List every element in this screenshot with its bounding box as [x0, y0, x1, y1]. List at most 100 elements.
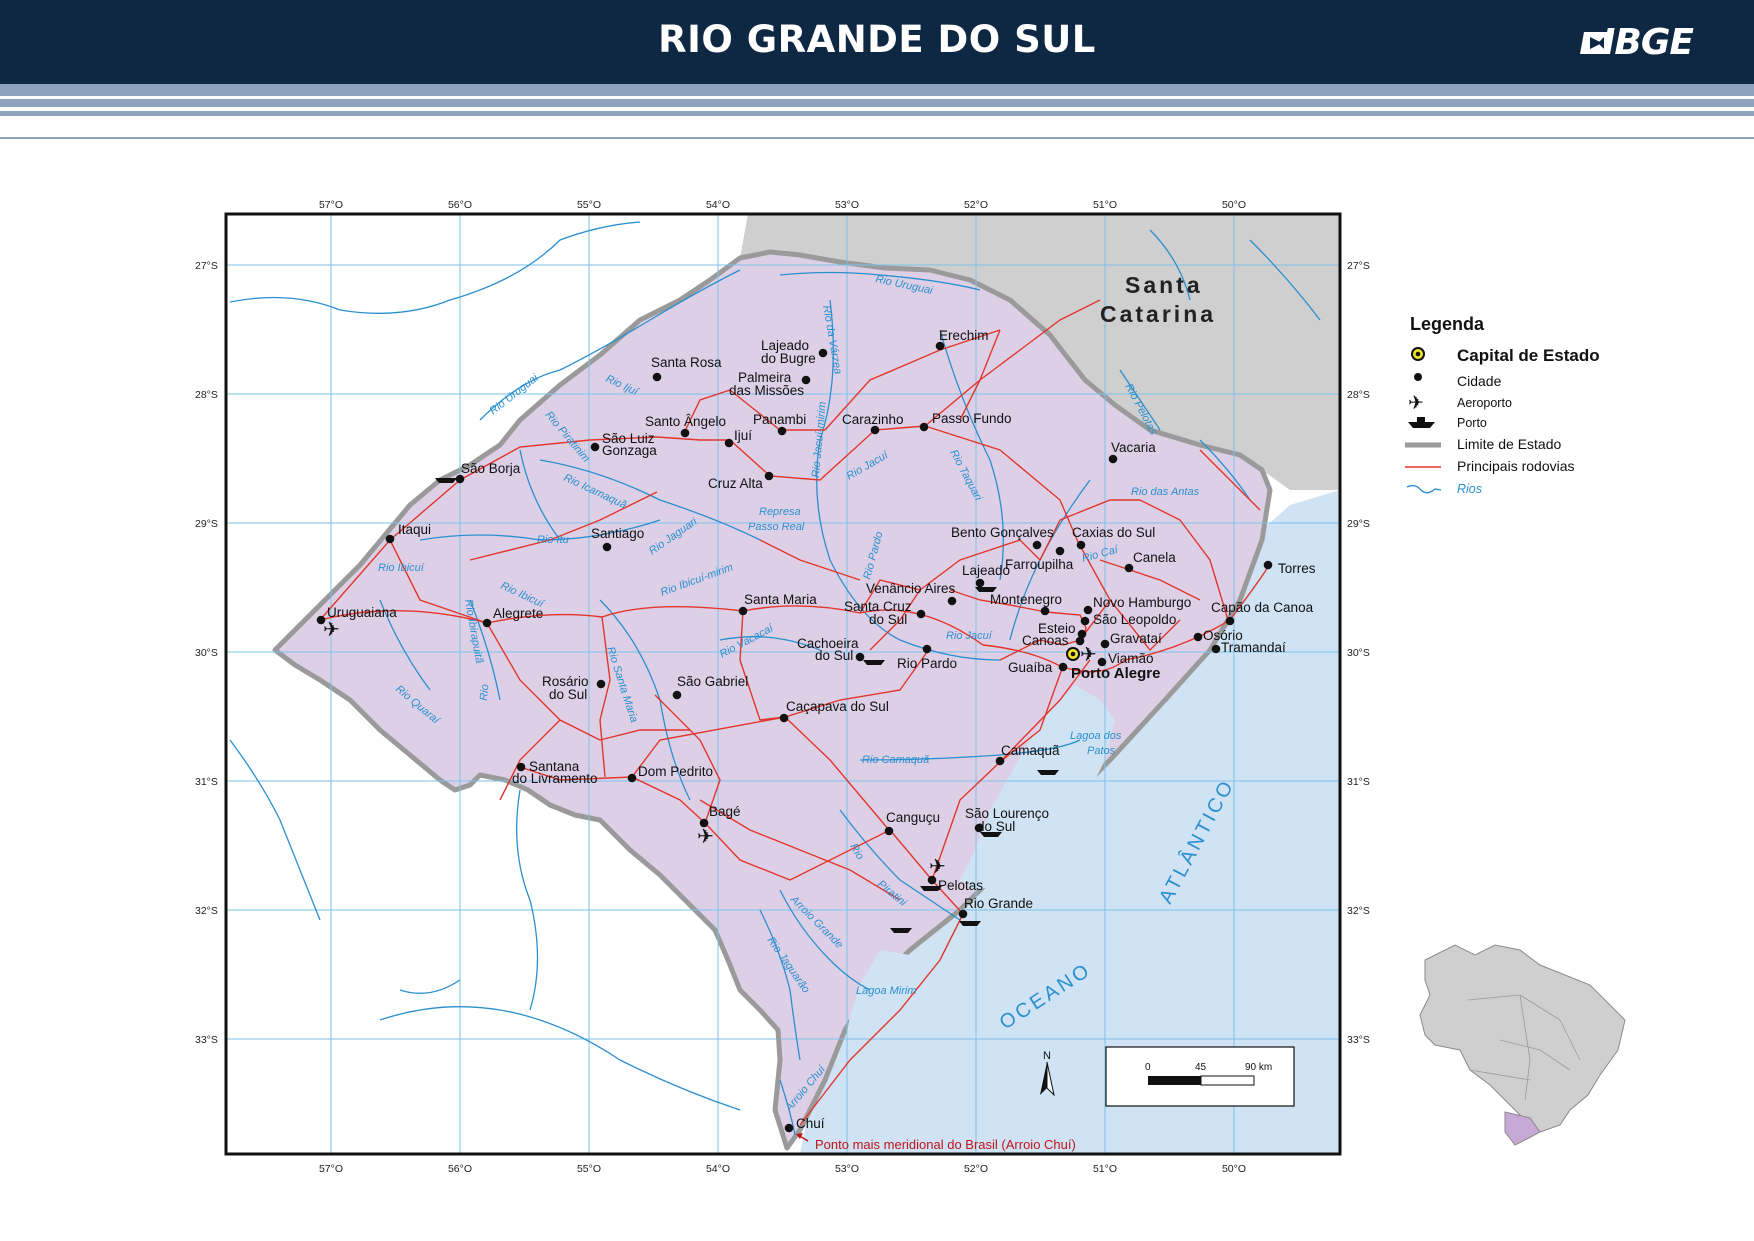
header-stripe — [0, 84, 1754, 96]
state-border-icon — [1405, 442, 1441, 448]
svg-text:Rio: Rio — [478, 684, 491, 701]
lon-label-bottom: 55°O — [577, 1163, 601, 1175]
legend-label: Aeroporto — [1457, 396, 1512, 410]
city-label: Erechim — [939, 328, 989, 343]
svg-text:Lagoa dos: Lagoa dos — [1070, 730, 1122, 742]
city-labels: Erechim Lajeado do Bugre Santa Rosa Palm… — [327, 328, 1316, 1131]
city-label: Gonzaga — [602, 443, 657, 458]
lat-label-left: 29°S — [195, 518, 218, 530]
svg-text:Rio Ibicuí: Rio Ibicuí — [378, 562, 425, 574]
city-label: Camaquã — [1001, 743, 1060, 758]
legend-label: Cidade — [1457, 373, 1502, 389]
lake-labels: Lagoa dos Patos Lagoa Mirim — [856, 730, 1122, 997]
ship-icon — [980, 832, 1002, 837]
lat-label-right: 31°S — [1347, 776, 1370, 788]
city-label: Bagé — [709, 804, 741, 819]
scale-tick: 0 — [1145, 1062, 1151, 1073]
legend-label: Limite de Estado — [1457, 436, 1562, 452]
lon-label-bottom: 51°O — [1093, 1163, 1117, 1175]
city-label: Novo Hamburgo — [1093, 595, 1191, 610]
ship-icon — [1408, 417, 1435, 428]
lat-label-left: 28°S — [195, 389, 218, 401]
lon-label-top: 56°O — [448, 199, 472, 211]
river-icon — [1406, 484, 1442, 494]
city-dot-icon — [1414, 373, 1422, 381]
lagoa-dos-patos — [960, 685, 1115, 890]
lon-label-top: 57°O — [319, 199, 343, 211]
lon-label-top: 50°O — [1222, 199, 1246, 211]
legend-item-city: Cidade — [1405, 371, 1705, 393]
svg-text:Rio das Antas: Rio das Antas — [1131, 486, 1200, 498]
svg-text:✈: ✈ — [1408, 393, 1424, 414]
city-label: do Sul — [869, 612, 907, 627]
legend-label: Rios — [1457, 482, 1483, 496]
longitude-labels: 57°O 56°O 55°O 54°O 53°O 52°O 51°O 50°O … — [319, 199, 1246, 1175]
city-label: Cachoeira — [797, 636, 859, 651]
ship-icon — [435, 478, 457, 483]
city-label: Chuí — [796, 1116, 825, 1131]
legend-item-port: Porto — [1405, 412, 1705, 434]
city-label: Canguçu — [886, 810, 940, 825]
legend-label: Capital de Estado — [1457, 346, 1600, 365]
page-title: RIO GRANDE DO SUL — [658, 18, 1096, 61]
state-area — [272, 249, 1273, 1151]
city-label: Panambi — [753, 412, 806, 427]
city-label: Canoas — [1022, 633, 1069, 648]
ship-icon — [959, 921, 981, 926]
lat-label-left: 33°S — [195, 1034, 218, 1046]
country-border — [772, 1029, 789, 1149]
lagoa-mirim — [845, 950, 925, 1050]
city-label: Passo Fundo — [932, 411, 1012, 426]
lat-label-right: 27°S — [1347, 260, 1370, 272]
city-label: Santa Cruz — [844, 599, 912, 614]
city-label: Montenegro — [990, 592, 1062, 607]
legend-item-capital: Capital de Estado — [1405, 346, 1705, 368]
city-label: Santa Rosa — [651, 355, 722, 370]
city-label: São Luiz — [602, 431, 655, 446]
north-arrow: N — [1040, 1050, 1055, 1097]
lon-label-top: 55°O — [577, 199, 601, 211]
legend-item-state-border: Limite de Estado — [1405, 434, 1705, 456]
lon-label-top: 54°O — [706, 199, 730, 211]
lat-label-right: 33°S — [1347, 1034, 1370, 1046]
city-label: Bento Gonçalves — [951, 525, 1054, 540]
city-label: Rosário — [542, 674, 589, 689]
svg-text:Patos: Patos — [1087, 745, 1116, 757]
ship-icon — [920, 886, 942, 891]
city-label: Pelotas — [938, 878, 983, 893]
city-label: Santana — [529, 759, 580, 774]
city-label: Uruguaiana — [327, 605, 397, 620]
lon-label-bottom: 53°O — [835, 1163, 859, 1175]
svg-text:Rio Jacuí: Rio Jacuí — [946, 630, 993, 642]
city-label: do Bugre — [761, 351, 816, 366]
airplane-icon: ✈ — [697, 826, 714, 848]
brazil-inset-map — [1419, 944, 1626, 1146]
legend-item-road: Principais rodovias — [1405, 456, 1705, 478]
lon-label-bottom: 50°O — [1222, 1163, 1246, 1175]
svg-text:Lagoa Mirim: Lagoa Mirim — [856, 985, 917, 997]
lon-label-bottom: 57°O — [319, 1163, 343, 1175]
legend-label: Porto — [1457, 416, 1487, 430]
ship-icon — [890, 928, 912, 933]
capital-icon — [1411, 347, 1425, 361]
city-label: Gravataí — [1110, 631, 1162, 646]
header-stripe — [0, 99, 1754, 107]
airport-icons: ✈ ✈ ✈ ✈ — [323, 619, 1097, 878]
city-label: São Gabriel — [677, 674, 748, 689]
scale-tick: 45 — [1195, 1062, 1207, 1073]
city-dots — [316, 341, 1273, 1133]
header-stripe — [0, 137, 1754, 139]
lat-label-right: 28°S — [1347, 389, 1370, 401]
lon-label-top: 53°O — [835, 199, 859, 211]
city-label: São Borja — [461, 461, 521, 476]
airplane-icon: ✈ — [323, 619, 340, 641]
lat-label-left: 30°S — [195, 647, 218, 659]
airplane-icon: ✈ — [1408, 393, 1424, 414]
city-label: Santa Maria — [744, 592, 817, 607]
southernmost-note: Ponto mais meridional do Brasil (Arroio … — [815, 1137, 1076, 1152]
svg-text:Rio Itu: Rio Itu — [537, 534, 569, 546]
lon-label-bottom: 54°O — [706, 1163, 730, 1175]
lat-label-left: 27°S — [195, 260, 218, 272]
legend-item-river: Rios — [1405, 478, 1705, 500]
